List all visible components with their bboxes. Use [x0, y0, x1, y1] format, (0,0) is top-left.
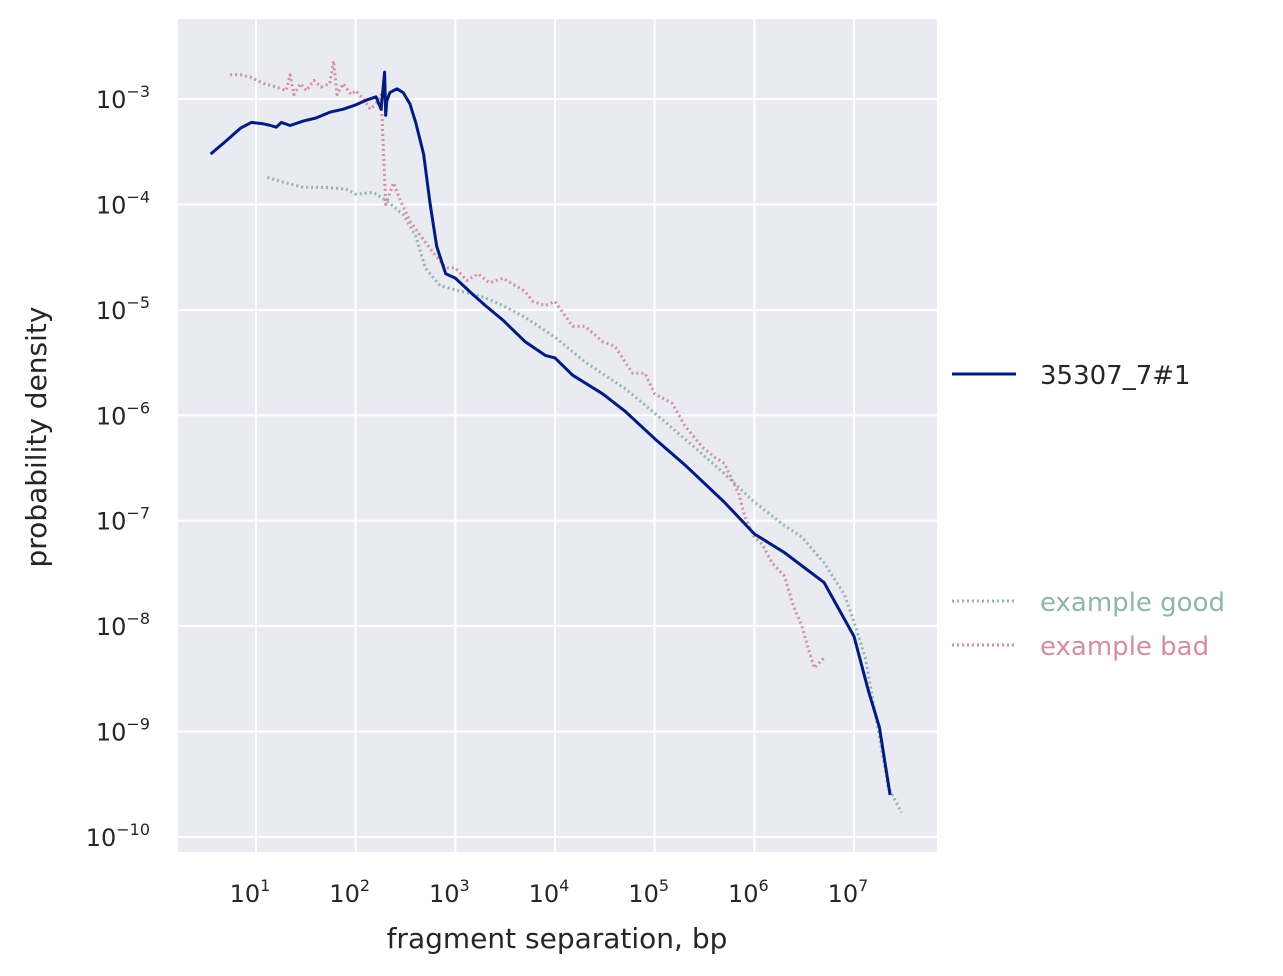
legend-label: example bad [1040, 632, 1209, 662]
series-layer [209, 59, 903, 814]
x-tick-label: 105 [628, 876, 669, 908]
x-tick-base: 10 [529, 880, 560, 908]
x-tick-base: 10 [828, 880, 859, 908]
x-tick-exponent: 1 [260, 876, 270, 895]
y-tick-exponent: −7 [126, 504, 150, 523]
y-tick-base: 10 [96, 402, 127, 430]
y-tick-base: 10 [96, 719, 127, 747]
x-tick-label: 101 [230, 876, 271, 908]
x-tick-base: 10 [230, 880, 261, 908]
y-tick-exponent: −5 [126, 293, 150, 312]
y-axis-label: probability density [20, 307, 53, 568]
y-tick-label: 10−3 [96, 82, 150, 114]
x-tick-base: 10 [429, 880, 460, 908]
y-tick-base: 10 [86, 824, 117, 852]
y-tick-label: 10−10 [86, 820, 150, 852]
y-tick-label: 10−4 [96, 187, 150, 219]
plot-area [178, 19, 937, 852]
x-tick-exponent: 7 [858, 876, 868, 895]
series-line-example-good [266, 176, 903, 814]
y-tick-exponent: −8 [126, 609, 150, 628]
y-tick-label: 10−5 [96, 293, 150, 325]
y-tick-exponent: −6 [126, 398, 150, 417]
x-tick-base: 10 [329, 880, 360, 908]
x-axis-ticks: 101 102 103 104 105 106 107 [230, 876, 869, 908]
y-tick-base: 10 [96, 613, 127, 641]
x-tick-base: 10 [728, 880, 759, 908]
y-tick-exponent: −10 [116, 820, 150, 839]
x-tick-label: 107 [828, 876, 869, 908]
y-tick-exponent: −9 [126, 715, 150, 734]
x-tick-exponent: 2 [360, 876, 370, 895]
y-tick-base: 10 [96, 508, 127, 536]
x-tick-exponent: 3 [460, 876, 470, 895]
x-tick-label: 102 [329, 876, 370, 908]
legend-label: example good [1040, 588, 1225, 618]
y-tick-exponent: −4 [126, 187, 150, 206]
x-tick-exponent: 5 [659, 876, 669, 895]
series-line-example-bad [230, 59, 826, 670]
x-tick-exponent: 4 [559, 876, 569, 895]
y-axis-ticks: 10−310−410−510−610−710−810−910−10 [86, 82, 150, 852]
x-tick-label: 104 [529, 876, 570, 908]
y-tick-base: 10 [96, 297, 127, 325]
series-line-sample [209, 70, 892, 796]
y-tick-base: 10 [96, 86, 127, 114]
y-tick-label: 10−8 [96, 609, 150, 641]
x-tick-label: 106 [728, 876, 769, 908]
y-tick-label: 10−6 [96, 398, 150, 430]
y-tick-label: 10−7 [96, 504, 150, 536]
x-tick-base: 10 [628, 880, 659, 908]
legend-label: 35307_7#1 [1040, 361, 1191, 391]
x-tick-label: 103 [429, 876, 470, 908]
grid-lines [178, 19, 937, 852]
x-axis-label: fragment separation, bp [387, 922, 728, 955]
x-tick-exponent: 6 [759, 876, 769, 895]
y-tick-base: 10 [96, 191, 127, 219]
y-tick-label: 10−9 [96, 715, 150, 747]
y-tick-exponent: −3 [126, 82, 150, 101]
